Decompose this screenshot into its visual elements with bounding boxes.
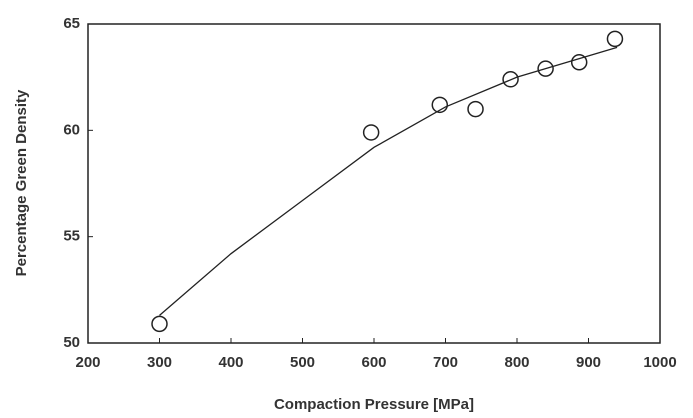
fit-curve [159, 46, 618, 316]
x-tick-label: 900 [576, 354, 601, 371]
x-axis-title: Compaction Pressure [MPa] [274, 396, 474, 413]
y-tick-label: 55 [63, 228, 80, 245]
data-point [502, 71, 519, 88]
data-point [537, 60, 554, 77]
x-tick-label: 200 [75, 354, 100, 371]
x-tick-label: 500 [290, 354, 315, 371]
x-tick-label: 800 [504, 354, 529, 371]
data-point [467, 100, 484, 118]
x-tick-label: 300 [147, 354, 172, 371]
y-tick-label: 50 [63, 334, 80, 351]
x-tick-label: 1000 [643, 354, 676, 371]
x-tick-label: 700 [433, 354, 458, 371]
y-tick-label: 65 [63, 15, 80, 32]
data-point [570, 54, 588, 71]
data-point [362, 124, 380, 141]
plot-frame [87, 23, 661, 344]
x-tick-label: 400 [218, 354, 243, 371]
x-tick-label: 600 [361, 354, 386, 371]
data-point [606, 30, 624, 48]
y-tick-label: 60 [63, 121, 80, 138]
data-point [151, 315, 168, 333]
data-point [431, 96, 449, 114]
y-axis-title: Percentage Green Density [13, 89, 30, 276]
